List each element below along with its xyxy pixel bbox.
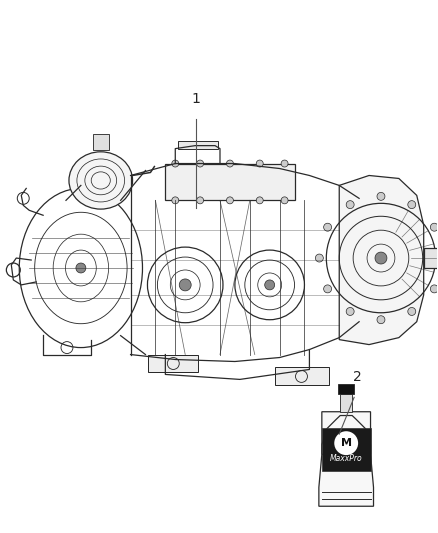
- Circle shape: [226, 197, 233, 204]
- Circle shape: [172, 197, 179, 204]
- Bar: [275, 367, 329, 385]
- Circle shape: [324, 285, 332, 293]
- Circle shape: [334, 431, 358, 455]
- Circle shape: [76, 263, 86, 273]
- Bar: [340, 394, 352, 411]
- Text: M: M: [341, 438, 352, 448]
- Bar: [424, 248, 438, 268]
- Circle shape: [377, 192, 385, 200]
- Text: 1: 1: [192, 92, 201, 106]
- Circle shape: [431, 223, 438, 231]
- Circle shape: [281, 160, 288, 167]
- Bar: [93, 134, 109, 150]
- Circle shape: [324, 223, 332, 231]
- Bar: [322, 429, 371, 471]
- Circle shape: [197, 160, 204, 167]
- Circle shape: [281, 197, 288, 204]
- Polygon shape: [319, 411, 374, 506]
- Bar: [338, 384, 354, 394]
- Circle shape: [179, 279, 191, 291]
- Circle shape: [256, 197, 263, 204]
- Circle shape: [265, 280, 275, 290]
- Circle shape: [256, 160, 263, 167]
- Circle shape: [408, 308, 416, 316]
- Text: MaxxPro: MaxxPro: [330, 455, 363, 463]
- Bar: [148, 354, 198, 373]
- Polygon shape: [322, 416, 371, 454]
- Circle shape: [375, 252, 387, 264]
- Circle shape: [346, 308, 354, 316]
- Polygon shape: [165, 164, 294, 200]
- Circle shape: [377, 316, 385, 324]
- Text: 2: 2: [353, 370, 361, 384]
- Bar: [178, 141, 218, 149]
- Circle shape: [197, 197, 204, 204]
- Circle shape: [315, 254, 323, 262]
- Circle shape: [408, 200, 416, 208]
- Circle shape: [346, 200, 354, 208]
- Circle shape: [431, 285, 438, 293]
- Circle shape: [172, 160, 179, 167]
- Ellipse shape: [69, 152, 133, 209]
- Polygon shape: [339, 175, 424, 345]
- Circle shape: [226, 160, 233, 167]
